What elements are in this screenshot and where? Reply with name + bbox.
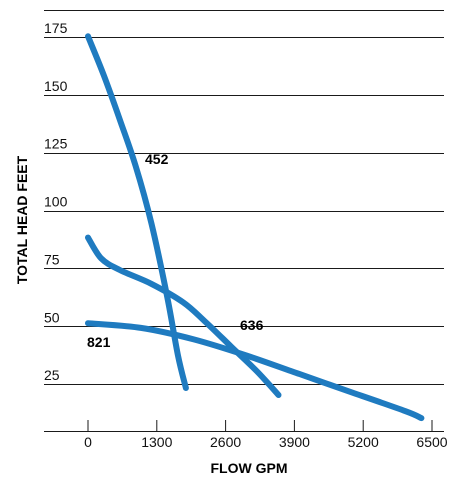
y-tick-label: 150: [44, 78, 68, 94]
series-line-452: [85, 33, 189, 391]
y-tick-label: 25: [44, 367, 60, 383]
x-tick-label: 0: [84, 434, 92, 450]
y-axis-ticks: 25 50 75 100 125 150 175: [44, 20, 68, 383]
x-tick-label: 5200: [348, 434, 379, 450]
x-tick-label: 3900: [279, 434, 310, 450]
x-axis-title: FLOW GPM: [211, 460, 288, 476]
y-tick-label: 100: [44, 194, 68, 210]
x-tick-label: 2600: [210, 434, 241, 450]
x-axis: 0 1300 2600 3900 5200 6500: [44, 420, 448, 450]
y-tick-label: 50: [44, 309, 60, 325]
series-line-821: [85, 320, 425, 422]
series-label-821: 821: [87, 334, 111, 350]
y-tick-label: 125: [44, 136, 68, 152]
series-group: 452 636 821: [85, 33, 425, 422]
x-tick-label: 1300: [141, 434, 172, 450]
x-tick-label: 6500: [416, 434, 447, 450]
y-axis-title: TOTAL HEAD FEET: [14, 155, 30, 284]
series-label-452: 452: [145, 151, 169, 167]
y-tick-label: 175: [44, 20, 68, 36]
series-label-636: 636: [240, 317, 264, 333]
series-line-636: [85, 234, 282, 398]
y-tick-label: 75: [44, 251, 60, 267]
